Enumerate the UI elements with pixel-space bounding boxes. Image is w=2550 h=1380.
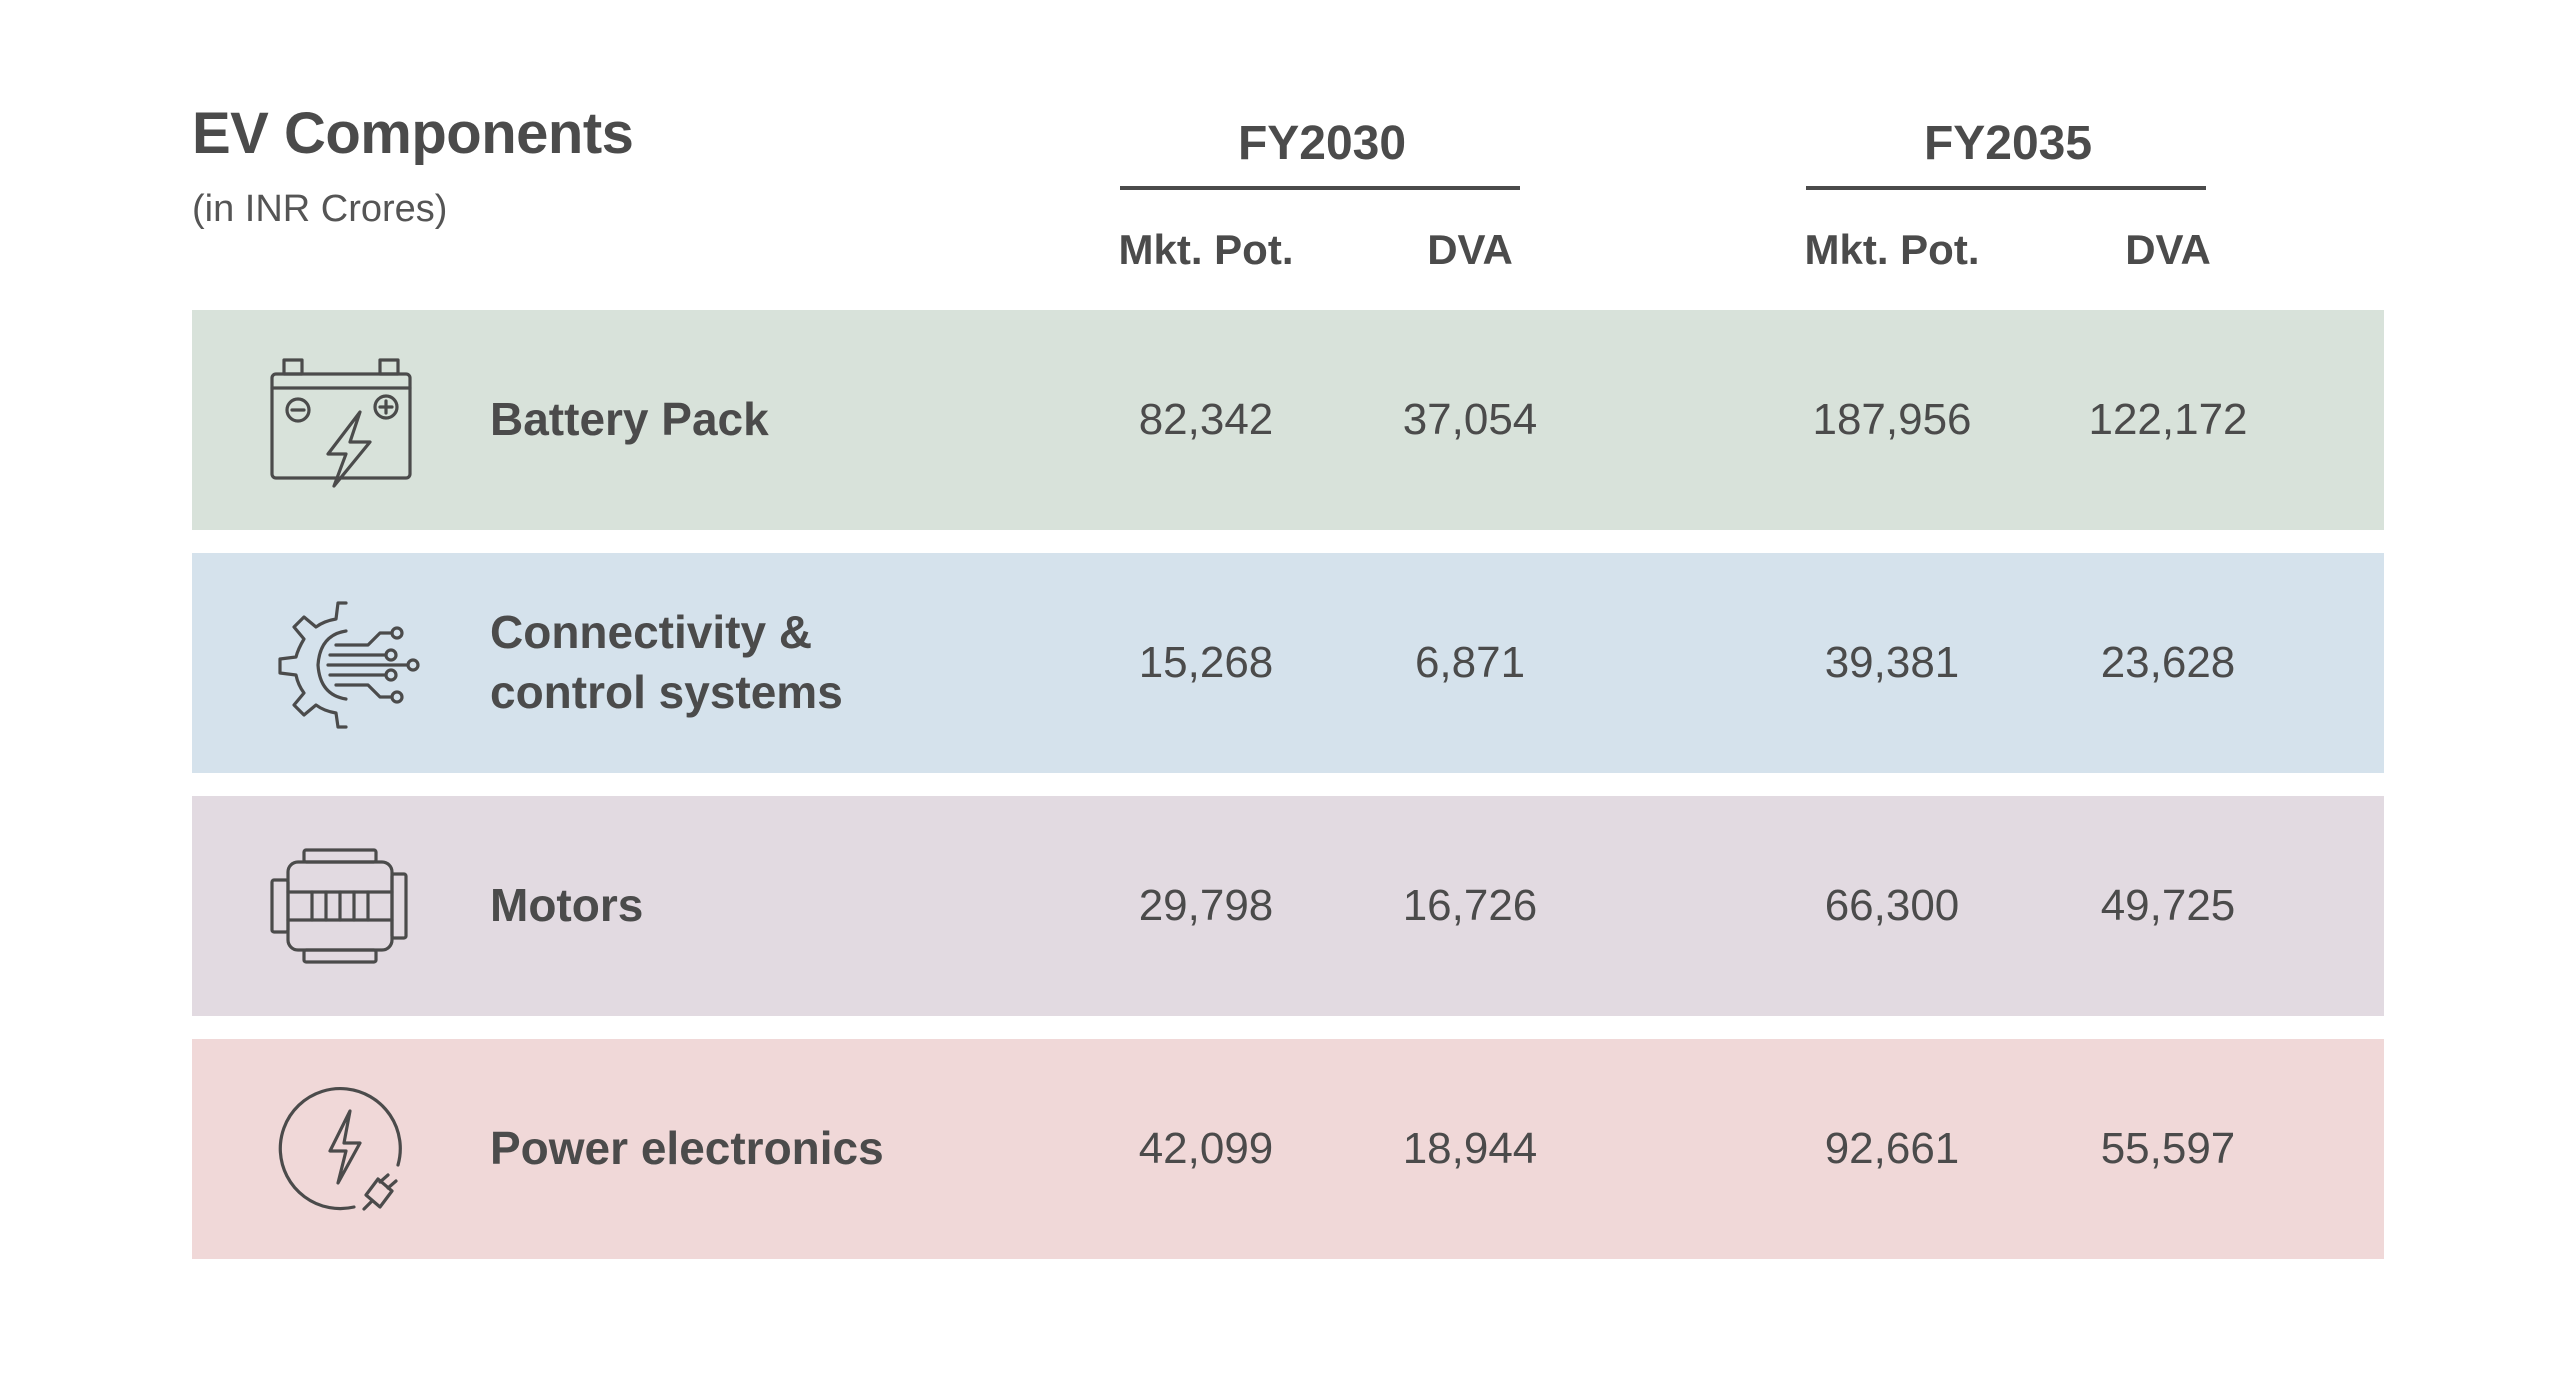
column-header-fy2035-mkt-pot: Mkt. Pot.: [1804, 226, 1980, 273]
column-header-fy2035-dva: DVA: [2125, 226, 2211, 273]
cell-fy2035-mkt-pot: 187,956: [1812, 395, 1972, 444]
cell-fy2030-mkt-pot: 15,268: [1138, 638, 1274, 687]
page-subtitle: (in INR Crores): [192, 188, 448, 230]
cell-fy2035-dva: 55,597: [2100, 1124, 2236, 1173]
table-row-battery-pack: Battery Pack 82,342 37,054 187,956 122,1…: [192, 310, 2384, 530]
row-label-line2: control systems: [490, 666, 843, 718]
year-header-fy2035: FY2035: [1923, 117, 2093, 170]
year-header-fy2030: FY2030: [1237, 117, 1407, 170]
table-row-connectivity-control-systems: Connectivity & control systems 15,268 6,…: [192, 553, 2384, 773]
cell-fy2035-mkt-pot: 92,661: [1824, 1124, 1960, 1173]
row-label-line1: Connectivity &: [490, 606, 813, 659]
table-row-power-electronics: Power electronics 42,099 18,944 92,661 5…: [192, 1039, 2384, 1259]
column-header-fy2030-dva: DVA: [1427, 226, 1513, 273]
row-label-line1: Power electronics: [490, 1122, 884, 1175]
cell-fy2035-dva: 49,725: [2100, 881, 2236, 930]
year-underline-fy2030: [1120, 186, 1520, 190]
cell-fy2030-mkt-pot: 29,798: [1138, 881, 1274, 930]
cell-fy2035-dva: 122,172: [2088, 395, 2248, 444]
row-label-line1: Battery Pack: [490, 393, 769, 446]
battery-icon: [262, 350, 422, 490]
row-label-line1: Motors: [490, 879, 644, 932]
power-plug-icon: [262, 1079, 422, 1219]
cell-fy2035-dva: 23,628: [2100, 638, 2236, 687]
cell-fy2030-mkt-pot: 82,342: [1138, 395, 1274, 444]
cell-fy2030-dva: 18,944: [1402, 1124, 1538, 1173]
page-title: EV Components: [192, 101, 634, 166]
year-underline-fy2035: [1806, 186, 2206, 190]
column-header-fy2030-mkt-pot: Mkt. Pot.: [1118, 226, 1294, 273]
cell-fy2030-dva: 6,871: [1414, 638, 1526, 687]
cell-fy2035-mkt-pot: 39,381: [1824, 638, 1960, 687]
motor-icon: [262, 836, 422, 976]
table-row-motors: Motors 29,798 16,726 66,300 49,725: [192, 796, 2384, 1016]
cell-fy2030-dva: 16,726: [1402, 881, 1538, 930]
gear-circuit-icon: [262, 593, 422, 733]
cell-fy2030-dva: 37,054: [1402, 395, 1538, 444]
cell-fy2035-mkt-pot: 66,300: [1824, 881, 1960, 930]
cell-fy2030-mkt-pot: 42,099: [1138, 1124, 1274, 1173]
